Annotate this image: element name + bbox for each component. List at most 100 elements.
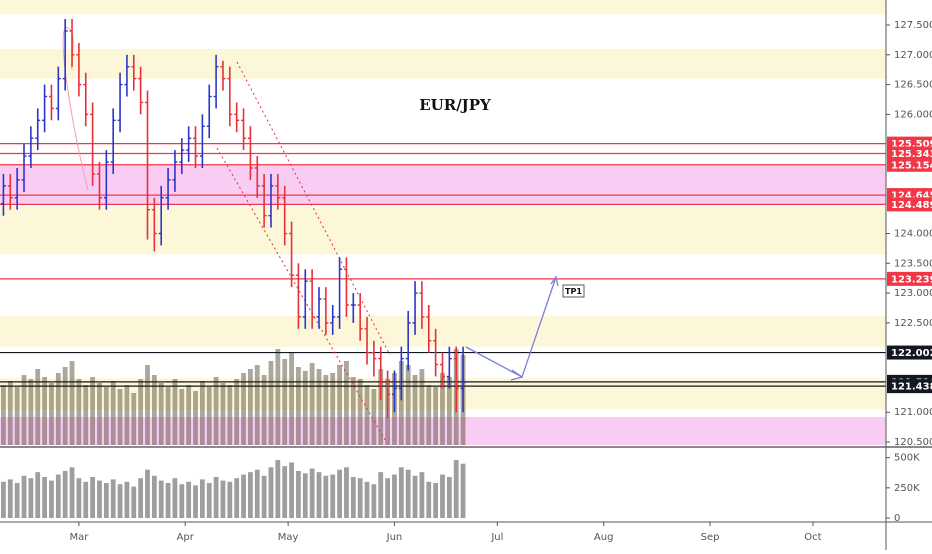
volume-overlay-bar bbox=[186, 385, 192, 445]
volume-bar bbox=[433, 482, 439, 518]
volume-overlay-bar bbox=[14, 387, 20, 445]
volume-bar bbox=[405, 469, 411, 518]
ohlc-bar bbox=[165, 167, 171, 210]
volume-overlay-bar bbox=[323, 375, 329, 445]
ohlc-bar bbox=[227, 66, 233, 127]
volume-overlay-bar bbox=[21, 375, 27, 445]
volume-bar bbox=[302, 473, 308, 518]
volume-bar bbox=[103, 482, 109, 518]
ohlc-bar bbox=[433, 328, 439, 377]
ohlc-bar bbox=[330, 305, 336, 335]
volume-bar bbox=[55, 474, 61, 518]
zone bbox=[0, 0, 886, 15]
ohlc-bar bbox=[268, 173, 274, 228]
volume-overlay-bar bbox=[35, 369, 41, 445]
volume-bar bbox=[193, 485, 198, 518]
ohlc-bar bbox=[391, 370, 397, 413]
ohlc-bar bbox=[337, 257, 343, 329]
ohlc-bar bbox=[261, 173, 267, 228]
volume-bar bbox=[323, 475, 329, 518]
volume-overlay-bar bbox=[55, 373, 61, 445]
volume-overlay-bar bbox=[49, 383, 54, 445]
x-tick-label: Aug bbox=[594, 532, 614, 543]
volume-bar bbox=[234, 478, 240, 518]
volume-overlay-bar bbox=[426, 385, 432, 445]
volume-bar bbox=[371, 484, 377, 518]
ohlc-bar bbox=[302, 269, 308, 329]
volume-overlay-bar bbox=[151, 375, 157, 445]
volume-bar bbox=[460, 463, 466, 518]
ohlc-bar bbox=[234, 102, 240, 133]
volume-overlay-bar bbox=[316, 369, 322, 445]
volume-bar bbox=[296, 470, 301, 518]
volume-bar bbox=[49, 480, 54, 518]
volume-bar bbox=[282, 466, 288, 518]
ohlc-bar bbox=[83, 72, 89, 127]
volume-overlay-bar bbox=[220, 383, 226, 445]
volume-overlay-bar bbox=[42, 377, 47, 445]
volume-overlay-bar bbox=[138, 379, 144, 445]
zone bbox=[0, 48, 886, 79]
zone bbox=[0, 164, 886, 204]
ohlc-bar bbox=[96, 162, 102, 210]
volume-overlay-bar bbox=[254, 365, 260, 445]
x-tick-label: Jul bbox=[490, 532, 503, 543]
ohlc-bar bbox=[343, 257, 349, 317]
volume-overlay-bar bbox=[145, 365, 150, 445]
ohlc-bar bbox=[316, 287, 322, 329]
y-tick-label: 121.000 bbox=[894, 407, 932, 418]
volume-overlay-bar bbox=[371, 389, 377, 445]
ohlc-bar bbox=[138, 66, 144, 115]
zone bbox=[0, 206, 886, 255]
ohlc-bar bbox=[419, 281, 425, 329]
ohlc-bar bbox=[76, 42, 82, 97]
annotation: TP1 bbox=[565, 287, 582, 296]
ohlc-bar bbox=[14, 167, 20, 210]
channel-line bbox=[216, 147, 386, 441]
volume-bar bbox=[419, 472, 425, 518]
level-label-bg bbox=[887, 157, 932, 172]
ohlc-bar bbox=[158, 185, 164, 246]
annotation-box bbox=[562, 284, 585, 298]
volume-bar bbox=[97, 480, 102, 518]
volume-bar bbox=[364, 481, 370, 518]
volume-overlay-bar bbox=[337, 365, 342, 445]
volume-tick-label: 250K bbox=[894, 483, 920, 494]
volume-overlay-bar bbox=[433, 387, 439, 445]
y-tick-label: 126.000 bbox=[894, 109, 932, 120]
volume-overlay-bar bbox=[206, 387, 212, 445]
volume-bar bbox=[28, 478, 34, 518]
volume-overlay-bar bbox=[199, 381, 205, 445]
y-tick-label: 126.500 bbox=[894, 80, 932, 91]
ohlc-bar bbox=[199, 114, 205, 168]
volume-bar bbox=[398, 467, 404, 518]
ohlc-bar bbox=[289, 221, 295, 288]
volume-overlay-bar bbox=[344, 361, 349, 445]
drawings: TP1 EUR/JPY bbox=[62, 27, 585, 441]
ohlc-bar bbox=[42, 84, 48, 133]
volume-bar bbox=[69, 467, 75, 518]
ohlc-bar bbox=[110, 108, 116, 174]
volume-overlay-bar bbox=[412, 375, 418, 445]
zone bbox=[0, 315, 886, 347]
volume-overlay-bar bbox=[97, 383, 102, 445]
volume-bar bbox=[337, 469, 342, 518]
volume-overlay-bar bbox=[261, 375, 267, 445]
volume-overlay-bar bbox=[378, 369, 384, 445]
ohlc-bar bbox=[103, 150, 109, 210]
y-tick-label: 127.500 bbox=[894, 20, 932, 31]
volume-overlay-bar bbox=[440, 373, 445, 445]
ohlc-bar bbox=[371, 340, 377, 377]
volume-bar bbox=[220, 480, 226, 518]
volume-bar bbox=[247, 472, 253, 518]
ohlc-bar bbox=[295, 263, 301, 329]
y-tick-label: 120.500 bbox=[894, 437, 932, 448]
volume-overlay-bar bbox=[76, 379, 82, 445]
ohlc-bar bbox=[453, 346, 459, 413]
volume-bar bbox=[289, 462, 294, 518]
volume-bar bbox=[42, 476, 47, 518]
x-tick-label: May bbox=[278, 532, 299, 543]
volume-bar bbox=[378, 472, 384, 518]
ohlc-bar bbox=[398, 346, 404, 401]
